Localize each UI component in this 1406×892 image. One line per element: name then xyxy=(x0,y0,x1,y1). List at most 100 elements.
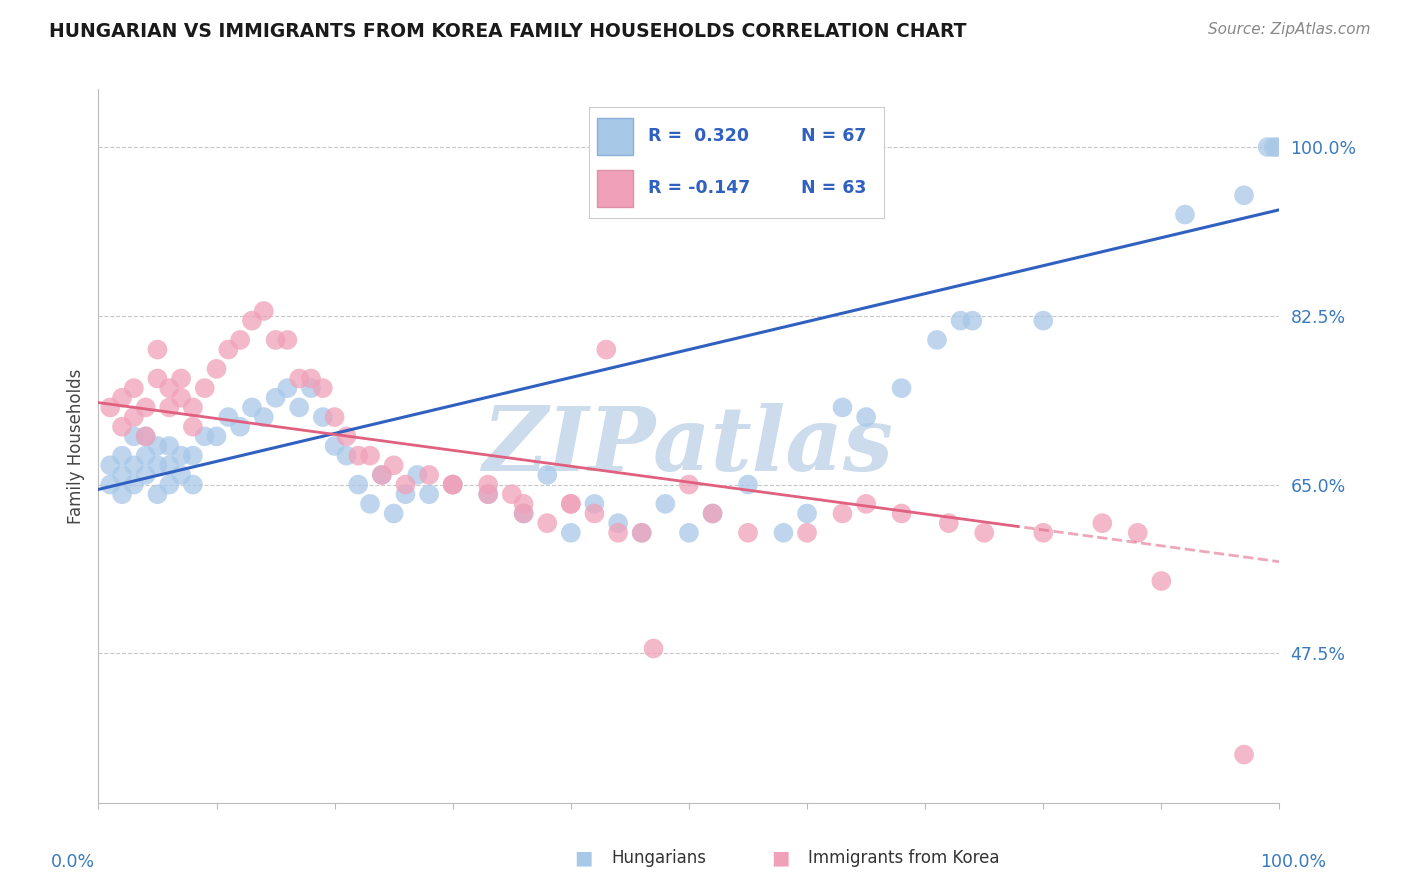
Point xyxy=(146,439,169,453)
Point xyxy=(146,343,169,357)
Point xyxy=(359,497,381,511)
Point xyxy=(890,507,912,521)
Point xyxy=(1265,140,1288,154)
Point xyxy=(253,410,276,425)
Point xyxy=(382,458,405,473)
Point xyxy=(157,401,180,415)
Point xyxy=(441,477,464,491)
Point xyxy=(512,507,534,521)
Point xyxy=(157,439,180,453)
Point xyxy=(312,410,335,425)
Point xyxy=(607,525,630,540)
Text: Hungarians: Hungarians xyxy=(612,849,707,867)
Point xyxy=(973,525,995,540)
Point xyxy=(229,419,252,434)
Point xyxy=(122,381,145,395)
Point xyxy=(240,401,263,415)
Point xyxy=(583,497,606,511)
Point xyxy=(347,449,370,463)
Point xyxy=(512,507,534,521)
Point xyxy=(949,313,972,327)
Point xyxy=(157,477,180,491)
Point xyxy=(229,333,252,347)
Point xyxy=(630,525,652,540)
Point xyxy=(1032,313,1054,327)
Point xyxy=(170,467,193,482)
Point xyxy=(831,401,853,415)
Point xyxy=(146,371,169,385)
Point xyxy=(1263,140,1285,154)
Point xyxy=(560,497,582,511)
Point xyxy=(323,439,346,453)
Point xyxy=(98,477,121,491)
Point xyxy=(122,458,145,473)
Point xyxy=(122,410,145,425)
Point xyxy=(560,497,582,511)
Y-axis label: Family Households: Family Households xyxy=(66,368,84,524)
Point xyxy=(441,477,464,491)
Text: ■: ■ xyxy=(574,848,593,868)
Point xyxy=(240,313,263,327)
Point xyxy=(678,525,700,540)
Point xyxy=(737,477,759,491)
Point xyxy=(170,371,193,385)
Point xyxy=(1257,140,1279,154)
Point xyxy=(194,381,217,395)
Point xyxy=(181,449,204,463)
Point xyxy=(501,487,523,501)
Point xyxy=(394,487,416,501)
Point xyxy=(890,381,912,395)
Point xyxy=(938,516,960,530)
Text: Source: ZipAtlas.com: Source: ZipAtlas.com xyxy=(1208,22,1371,37)
Point xyxy=(146,458,169,473)
Text: ■: ■ xyxy=(770,848,790,868)
Point xyxy=(205,429,228,443)
Point xyxy=(335,449,357,463)
Point xyxy=(288,371,311,385)
Point xyxy=(181,401,204,415)
Point xyxy=(170,449,193,463)
Point xyxy=(1091,516,1114,530)
Text: ZIPatlas: ZIPatlas xyxy=(484,403,894,489)
Point xyxy=(560,525,582,540)
Point xyxy=(1032,525,1054,540)
Point xyxy=(135,429,157,443)
Point xyxy=(359,449,381,463)
Point xyxy=(181,419,204,434)
Point xyxy=(217,343,239,357)
Point xyxy=(323,410,346,425)
Point xyxy=(170,391,193,405)
Point xyxy=(205,362,228,376)
Point xyxy=(962,313,984,327)
Point xyxy=(855,410,877,425)
Text: Immigrants from Korea: Immigrants from Korea xyxy=(808,849,1000,867)
Point xyxy=(925,333,948,347)
Point xyxy=(98,401,121,415)
Point xyxy=(772,525,794,540)
Point xyxy=(643,641,665,656)
Point xyxy=(418,467,440,482)
Point xyxy=(299,371,322,385)
Point xyxy=(111,419,134,434)
Point xyxy=(1233,188,1256,202)
Point xyxy=(264,391,287,405)
Point xyxy=(194,429,217,443)
Point xyxy=(477,487,499,501)
Point xyxy=(217,410,239,425)
Point xyxy=(135,401,157,415)
Point xyxy=(253,304,276,318)
Point xyxy=(122,477,145,491)
Point xyxy=(111,467,134,482)
Point xyxy=(288,401,311,415)
Point xyxy=(111,449,134,463)
Point xyxy=(122,429,145,443)
Point xyxy=(264,333,287,347)
Point xyxy=(394,477,416,491)
Point xyxy=(406,467,429,482)
Point xyxy=(737,525,759,540)
Text: 100.0%: 100.0% xyxy=(1261,853,1327,871)
Point xyxy=(607,516,630,530)
Point xyxy=(135,449,157,463)
Point xyxy=(678,477,700,491)
Point xyxy=(135,429,157,443)
